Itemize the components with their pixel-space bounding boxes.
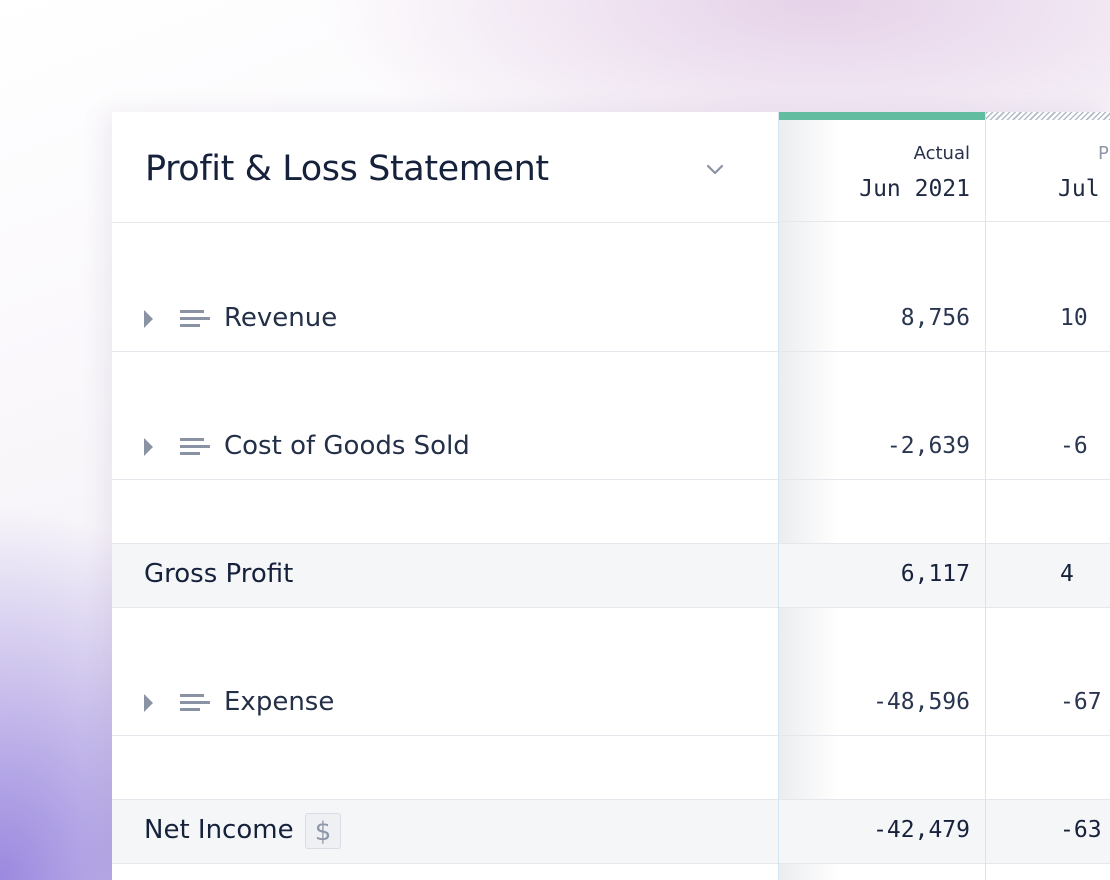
table-row-cogs[interactable]: Cost of Goods Sold	[112, 415, 778, 480]
actual-indicator-bar	[779, 112, 986, 120]
expand-caret-icon[interactable]	[144, 309, 154, 329]
column-jul: P Jul 10 -6 4 -67 -63	[985, 112, 1110, 880]
table-cell[interactable]: 6,117	[779, 543, 985, 608]
table-cell[interactable]: -67	[986, 671, 1110, 736]
row-label: Gross Profit	[144, 559, 294, 589]
cell-value: 4	[1060, 561, 1074, 587]
column-period: Jun 2021	[859, 176, 970, 202]
row-label: Net Income	[144, 815, 294, 845]
table-cell[interactable]: -42,479	[779, 799, 985, 864]
cell-value: -42,479	[873, 817, 970, 843]
cell-value: -63	[1060, 817, 1102, 843]
cell-value: -6	[1060, 433, 1088, 459]
row-label: Revenue	[224, 303, 338, 333]
table-cell[interactable]: -2,639	[779, 415, 985, 480]
pnl-table-card: Profit & Loss Statement Revenue Cost of …	[112, 112, 1110, 880]
group-lines-icon	[180, 310, 210, 327]
group-lines-icon	[180, 438, 210, 455]
cell-value: 8,756	[900, 305, 970, 331]
page-title: Profit & Loss Statement	[145, 149, 549, 189]
expand-caret-icon[interactable]	[144, 437, 154, 457]
cell-value: -2,639	[886, 433, 970, 459]
projected-indicator-bar	[986, 112, 1110, 120]
group-lines-icon	[180, 694, 210, 711]
chevron-down-icon[interactable]	[704, 158, 726, 180]
table-header: Profit & Loss Statement	[112, 112, 778, 223]
cell-value: 6,117	[900, 561, 970, 587]
table-row-net-income[interactable]: Net Income $	[112, 799, 778, 864]
column-kind: P	[1098, 143, 1109, 164]
column-kind: Actual	[913, 143, 970, 164]
expand-caret-icon[interactable]	[144, 693, 154, 713]
column-period: Jul	[1058, 176, 1100, 202]
table-cell[interactable]: -63	[986, 799, 1110, 864]
table-row-revenue[interactable]: Revenue	[112, 287, 778, 352]
cell-value: 10	[1060, 305, 1088, 331]
period-columns-pane: Actual Jun 2021 8,756 -2,639 6,117 -48,5…	[778, 112, 1110, 880]
table-cell[interactable]: 8,756	[779, 287, 985, 352]
row-label: Expense	[224, 687, 335, 717]
currency-badge[interactable]: $	[305, 813, 341, 849]
table-cell[interactable]: 4	[986, 543, 1110, 608]
cell-value: -48,596	[873, 689, 970, 715]
row-label: Cost of Goods Sold	[224, 431, 470, 461]
cell-value: -67	[1060, 689, 1102, 715]
column-header[interactable]: Actual Jun 2021	[779, 112, 985, 222]
table-cell[interactable]: -48,596	[779, 671, 985, 736]
frozen-column-shadow	[779, 112, 839, 880]
table-row-expense[interactable]: Expense	[112, 671, 778, 736]
table-row-gross-profit[interactable]: Gross Profit	[112, 543, 778, 608]
table-cell[interactable]: -6	[986, 415, 1110, 480]
column-jun-2021: Actual Jun 2021 8,756 -2,639 6,117 -48,5…	[778, 112, 986, 880]
table-cell[interactable]: 10	[986, 287, 1110, 352]
row-labels-pane: Profit & Loss Statement Revenue Cost of …	[112, 112, 778, 880]
column-header[interactable]: P Jul	[986, 112, 1110, 222]
